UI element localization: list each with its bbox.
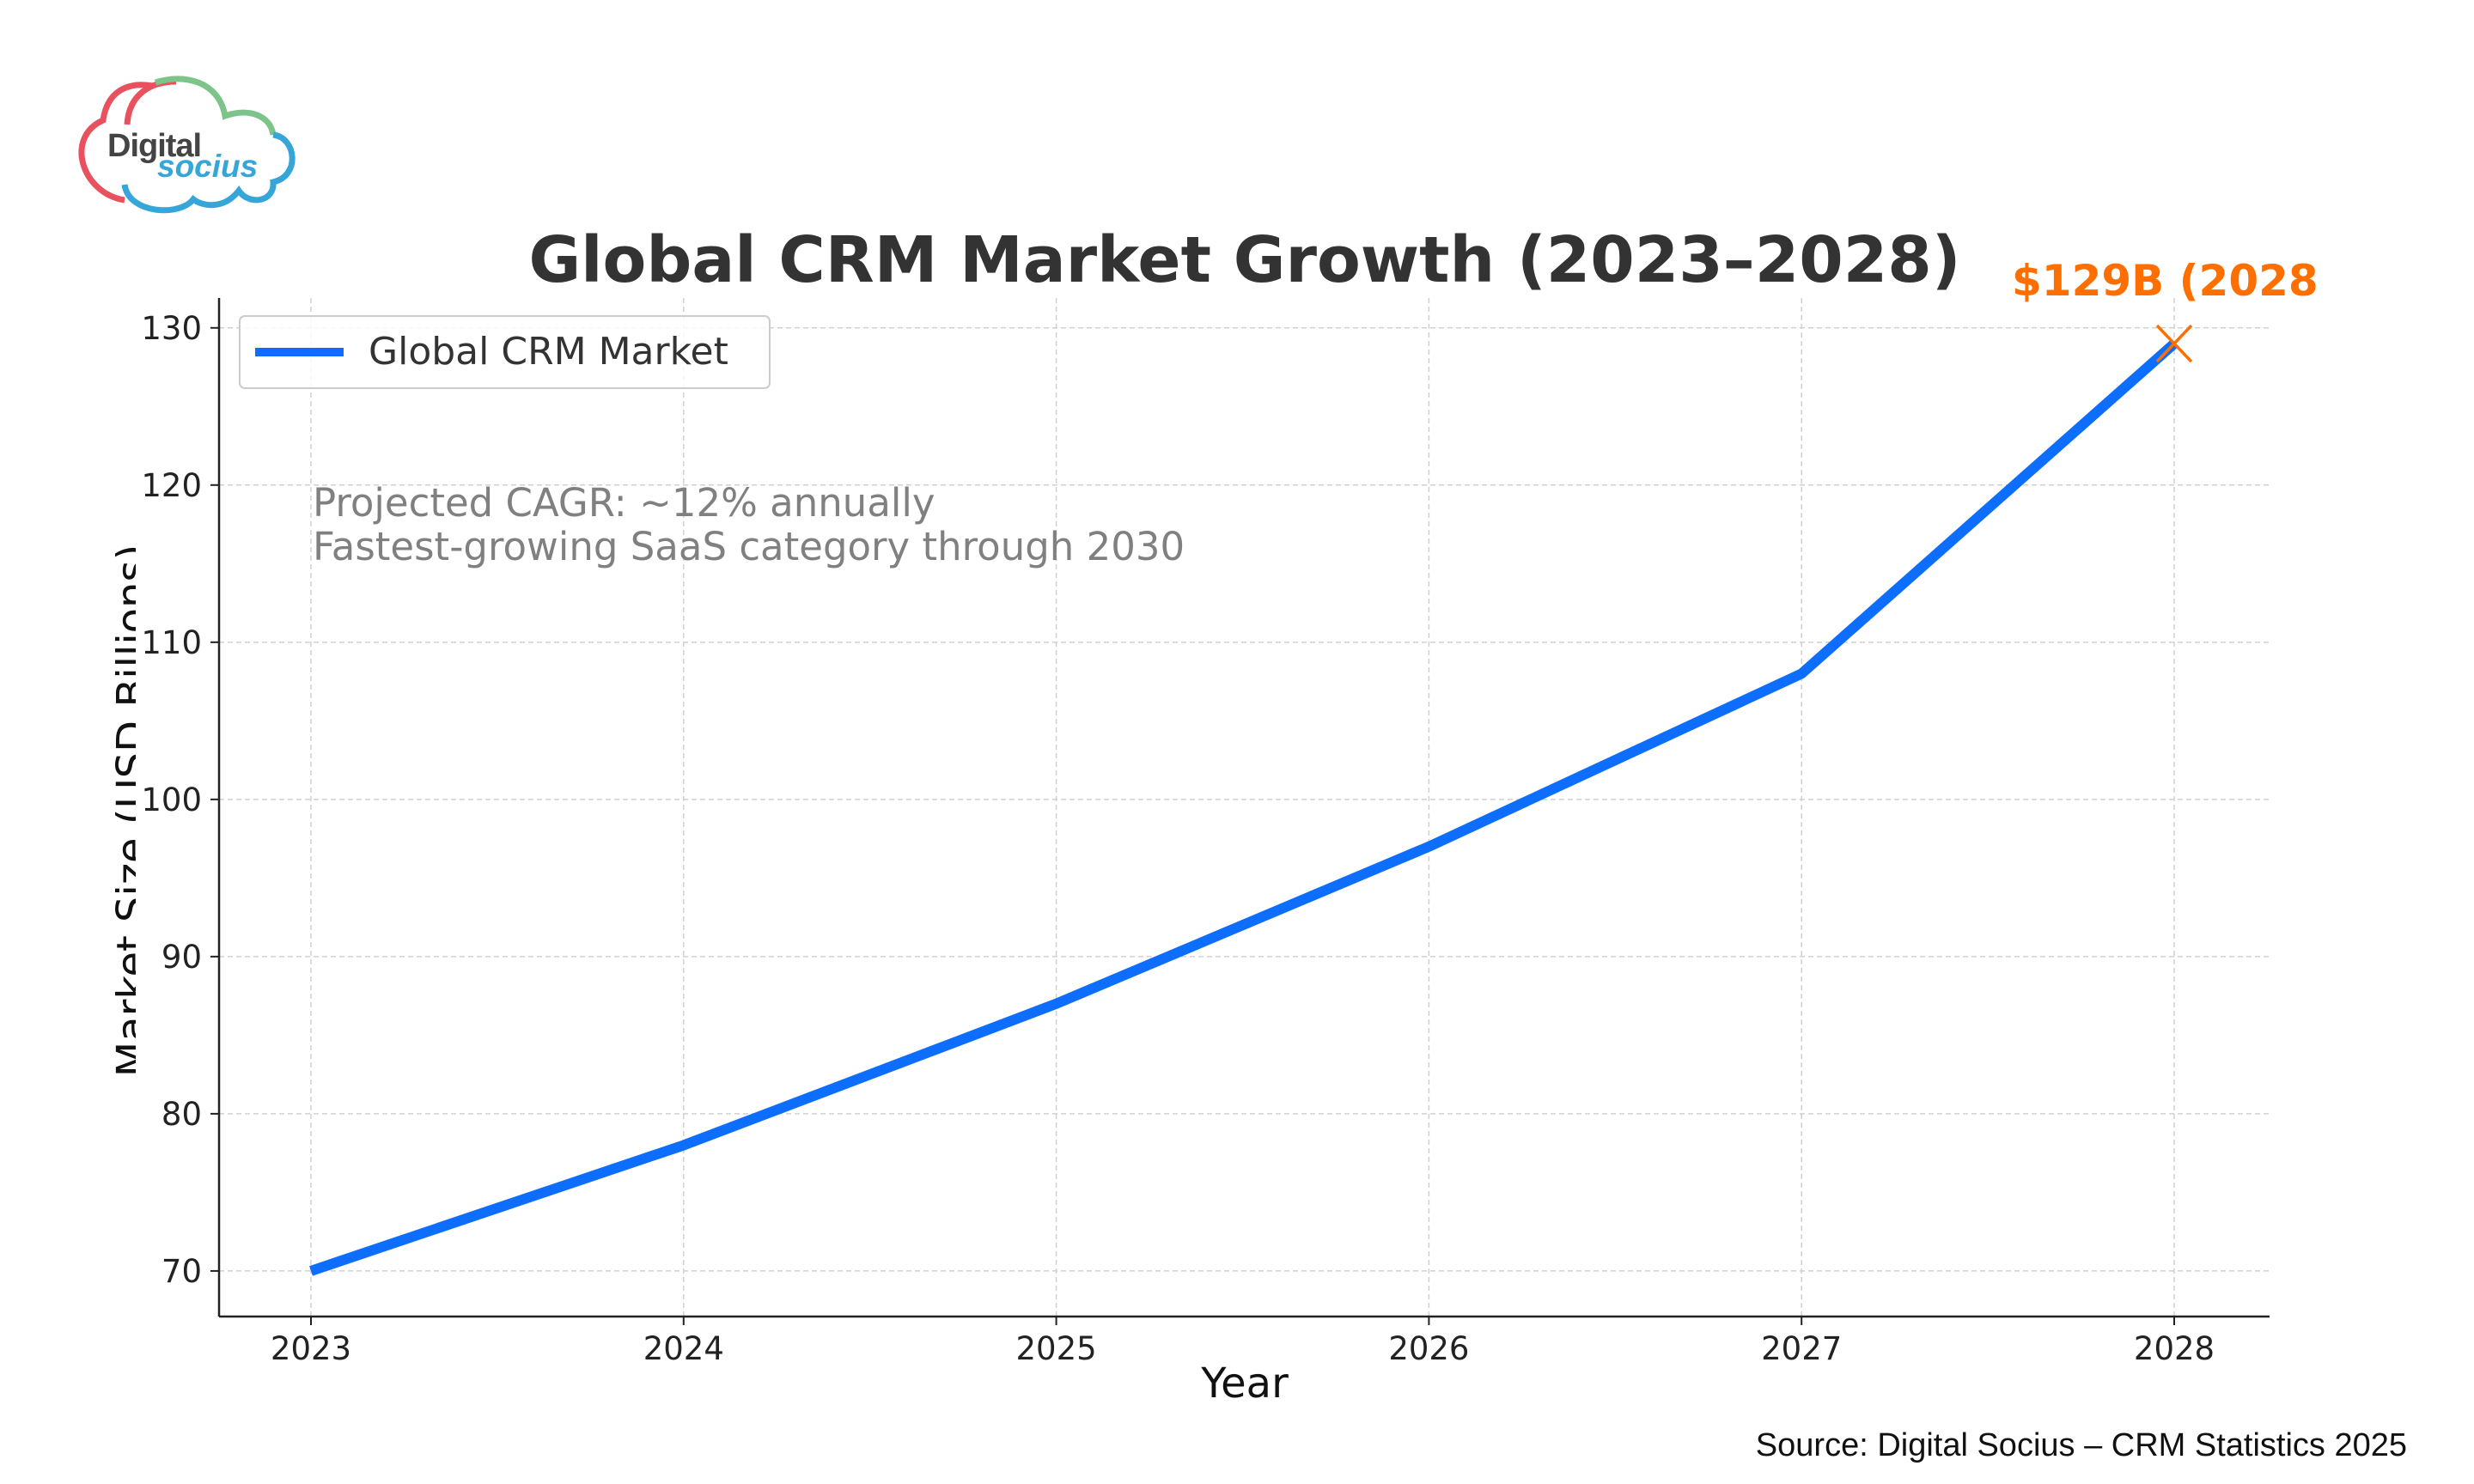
annotation-line-1: Projected CAGR: ~12% annually (313, 480, 935, 526)
y-tick-label: 130 (141, 310, 202, 347)
x-tick-label: 2025 (1016, 1330, 1097, 1367)
x-tick-label: 2023 (271, 1330, 351, 1367)
chart-title: Global CRM Market Growth (2023–2028) (528, 223, 1960, 297)
legend: Global CRM Market (239, 315, 771, 389)
x-axis-label: Year (1200, 1359, 1289, 1408)
highlight-label: $129B (2028 (2012, 256, 2319, 306)
x-tick-label: 2027 (1761, 1330, 1842, 1367)
x-tick-label: 2024 (643, 1330, 724, 1367)
y-tick-label: 90 (161, 939, 202, 976)
digital-socius-logo: Digital socius (78, 76, 296, 214)
y-tick-label: 120 (141, 467, 202, 504)
y-tick-label: 80 (161, 1096, 202, 1133)
y-tick-label: 70 (161, 1253, 202, 1290)
logo-cloud-red (78, 82, 154, 204)
logo-word-digital: Digital (107, 128, 201, 164)
y-tick-label: 110 (141, 624, 202, 661)
logo-word-socius: socius (157, 149, 258, 184)
y-axis-label: Market Size (USD Billions) (115, 544, 136, 1078)
y-axis-label-clip: Market Size (USD Billions) (115, 481, 136, 1134)
source-note: Source: Digital Socius – CRM Statistics … (1756, 1427, 2407, 1463)
x-tick-label: 2026 (1388, 1330, 1469, 1367)
highlight-marker-x (2155, 324, 2193, 363)
y-tick-label: 100 (141, 782, 202, 818)
series-line-global-crm-market (309, 339, 2178, 1276)
x-tick-label: 2028 (2134, 1330, 2215, 1367)
annotation-line-2: Fastest-growing SaaS category through 20… (313, 524, 1185, 569)
logo-cloud-blue (121, 131, 296, 214)
logo-cloud-green (154, 76, 277, 136)
legend-box (239, 315, 771, 389)
legend-label: Global CRM Market (369, 330, 728, 374)
